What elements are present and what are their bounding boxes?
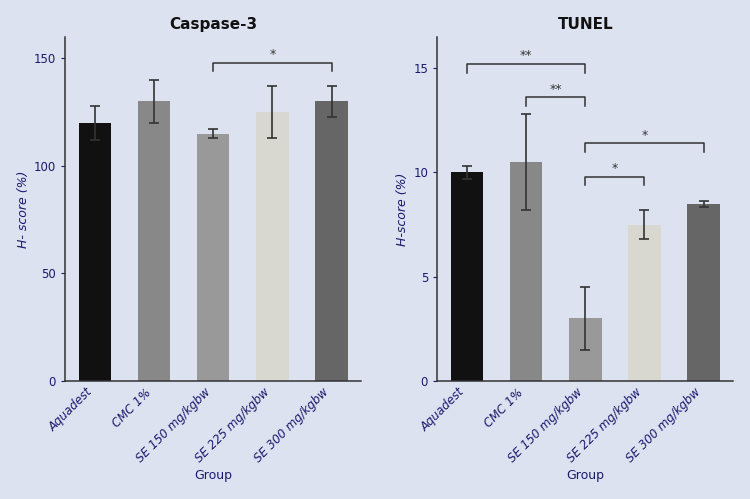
Title: TUNEL: TUNEL — [557, 16, 613, 31]
Text: *: * — [641, 129, 647, 142]
Bar — [197, 134, 230, 381]
X-axis label: Group: Group — [194, 470, 232, 483]
Title: Caspase-3: Caspase-3 — [170, 16, 257, 31]
Text: **: ** — [520, 49, 532, 62]
Text: *: * — [269, 48, 275, 61]
Text: *: * — [612, 162, 618, 175]
Bar — [138, 101, 170, 381]
Bar — [628, 225, 661, 381]
Bar — [79, 123, 111, 381]
Text: **: ** — [550, 83, 562, 96]
Bar — [687, 204, 720, 381]
Bar — [569, 318, 602, 381]
X-axis label: Group: Group — [566, 470, 604, 483]
Bar — [510, 162, 542, 381]
Bar — [256, 112, 289, 381]
Y-axis label: H-score (%): H-score (%) — [396, 172, 409, 246]
Y-axis label: H- score (%): H- score (%) — [16, 170, 30, 248]
Bar — [451, 173, 483, 381]
Bar — [315, 101, 348, 381]
